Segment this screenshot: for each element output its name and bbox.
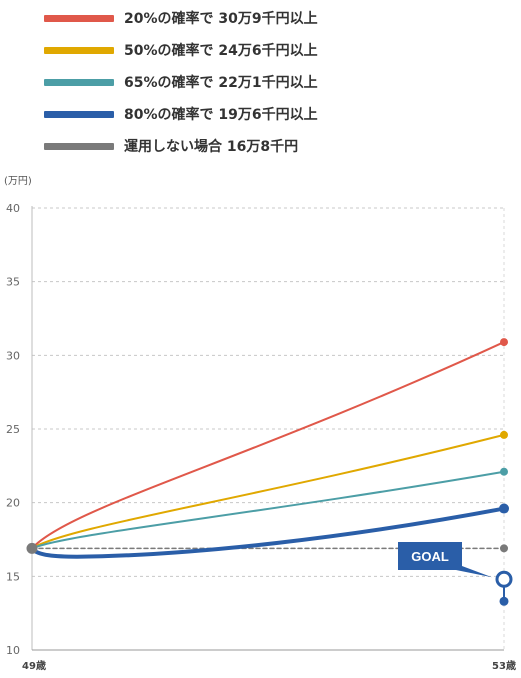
goal-pin-head [495,570,513,588]
series-line [31,341,505,550]
legend-label: 運用しない場合 16万8千円 [124,139,299,155]
y-tick-label: 40 [6,202,20,215]
legend-item: 運用しない場合 16万8千円 [44,134,298,158]
legend-item: 50%の確率で 24万6千円以上 [44,38,318,62]
y-tick-label: 30 [6,349,20,362]
series-end-point [500,430,508,439]
legend: 20%の確率で 30万9千円以上 50%の確率で 24万6千円以上 65%の確率で … [0,0,521,170]
series-end-point [499,503,509,514]
legend-item: 20%の確率で 30万9千円以上 [44,6,318,30]
legend-label: 50%の確率で 24万6千円以上 [124,43,318,59]
x-tick-label: 49歳 [22,659,46,672]
x-tick-labels: 49歳 53歳 [22,659,516,672]
series-line [31,433,505,550]
series-end-point [500,338,508,347]
legend-swatch [44,142,114,150]
goal-label: GOAL [411,549,449,564]
goal-box [398,542,492,578]
legend-item: 80%の確率で 19万6千円以上 [44,102,318,126]
grid [31,206,505,651]
y-tick-labels: 10 15 20 25 30 35 40 [6,202,20,657]
y-tick-label: 15 [6,570,20,583]
legend-label: 80%の確率で 19万6千円以上 [124,107,318,123]
series-line [30,506,506,559]
y-tick-label: 35 [6,276,20,289]
legend-label: 20%の確率で 30万9千円以上 [124,11,318,27]
legend-swatch [44,46,114,54]
legend-swatch [44,14,114,22]
legend-item: 65%の確率で 22万1千円以上 [44,70,318,94]
legend-swatch [44,110,114,118]
legend-label: 65%の確率で 22万1千円以上 [124,75,318,91]
start-point [26,542,38,554]
goal-pin-base [499,596,509,606]
goal-marker: GOAL [398,542,513,606]
series-end-point [500,544,508,553]
x-tick-label: 53歳 [492,659,516,672]
y-tick-label: 25 [6,423,20,436]
series-line [31,470,505,550]
legend-swatch [44,78,114,86]
series-end-point [500,467,508,476]
series-lines [26,338,509,559]
y-tick-label: 20 [6,497,20,510]
y-axis-unit-label: (万円) [4,176,32,187]
y-tick-label: 10 [6,644,20,657]
